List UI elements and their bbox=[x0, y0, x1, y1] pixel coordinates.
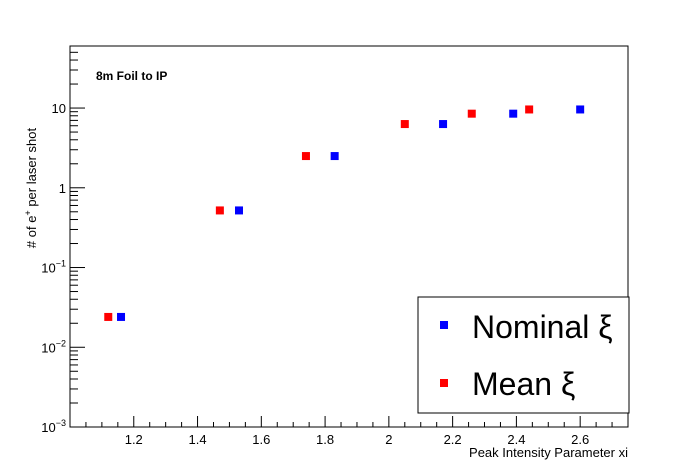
data-point-mean bbox=[467, 109, 476, 118]
y-tick-label: 1 bbox=[59, 181, 66, 196]
data-point-nominal bbox=[439, 120, 448, 129]
data-point-mean bbox=[400, 120, 409, 129]
annotation-label: 8m Foil to IP bbox=[96, 69, 167, 83]
y-axis-title-pre: # of e bbox=[24, 216, 39, 249]
data-point-mean bbox=[525, 105, 534, 114]
x-tick-label: 2.6 bbox=[571, 432, 589, 447]
x-axis-ticks: 1.2 1.4 1.6 1.8 2 2.2 2.4 2.6 bbox=[69, 416, 629, 447]
data-point-mean bbox=[215, 206, 224, 215]
x-tick-label: 1.4 bbox=[189, 432, 207, 447]
x-axis-title: Peak Intensity Parameter xi bbox=[469, 445, 628, 460]
y-tick-label: 10−1 bbox=[41, 259, 66, 276]
y-tick-label: 10−2 bbox=[41, 338, 66, 355]
legend: Nominal ξ Mean ξ bbox=[417, 296, 630, 414]
y-axis-title-post: per laser shot bbox=[24, 128, 39, 211]
data-points bbox=[104, 105, 585, 321]
legend-box bbox=[417, 296, 630, 414]
data-point-mean bbox=[301, 152, 310, 161]
data-point-nominal bbox=[117, 312, 126, 321]
data-point-nominal bbox=[330, 152, 339, 161]
x-tick-label: 1.8 bbox=[316, 432, 334, 447]
y-axis-ticks: 10−3 10−2 10−1 1 10 bbox=[41, 45, 85, 435]
data-point-nominal bbox=[576, 105, 585, 114]
x-tick-label: 2.4 bbox=[507, 432, 525, 447]
legend-marker-nominal bbox=[440, 321, 448, 329]
y-tick-label: 10 bbox=[52, 101, 66, 116]
x-tick-label: 2.2 bbox=[444, 432, 462, 447]
y-axis-title-sup: + bbox=[23, 210, 33, 215]
legend-marker-mean bbox=[440, 379, 448, 387]
plot-frame bbox=[69, 45, 629, 428]
data-point-nominal bbox=[509, 109, 518, 118]
x-tick-label: 1.2 bbox=[125, 432, 143, 447]
legend-label-mean: Mean ξ bbox=[472, 366, 575, 402]
data-point-mean bbox=[104, 312, 113, 321]
x-tick-label: 1.6 bbox=[252, 432, 270, 447]
data-point-nominal bbox=[234, 206, 243, 215]
y-axis-title: # of e+ per laser shot bbox=[23, 128, 39, 249]
x-tick-label: 2 bbox=[385, 432, 392, 447]
legend-label-nominal: Nominal ξ bbox=[472, 309, 613, 345]
y-tick-label: 10−3 bbox=[41, 418, 66, 435]
